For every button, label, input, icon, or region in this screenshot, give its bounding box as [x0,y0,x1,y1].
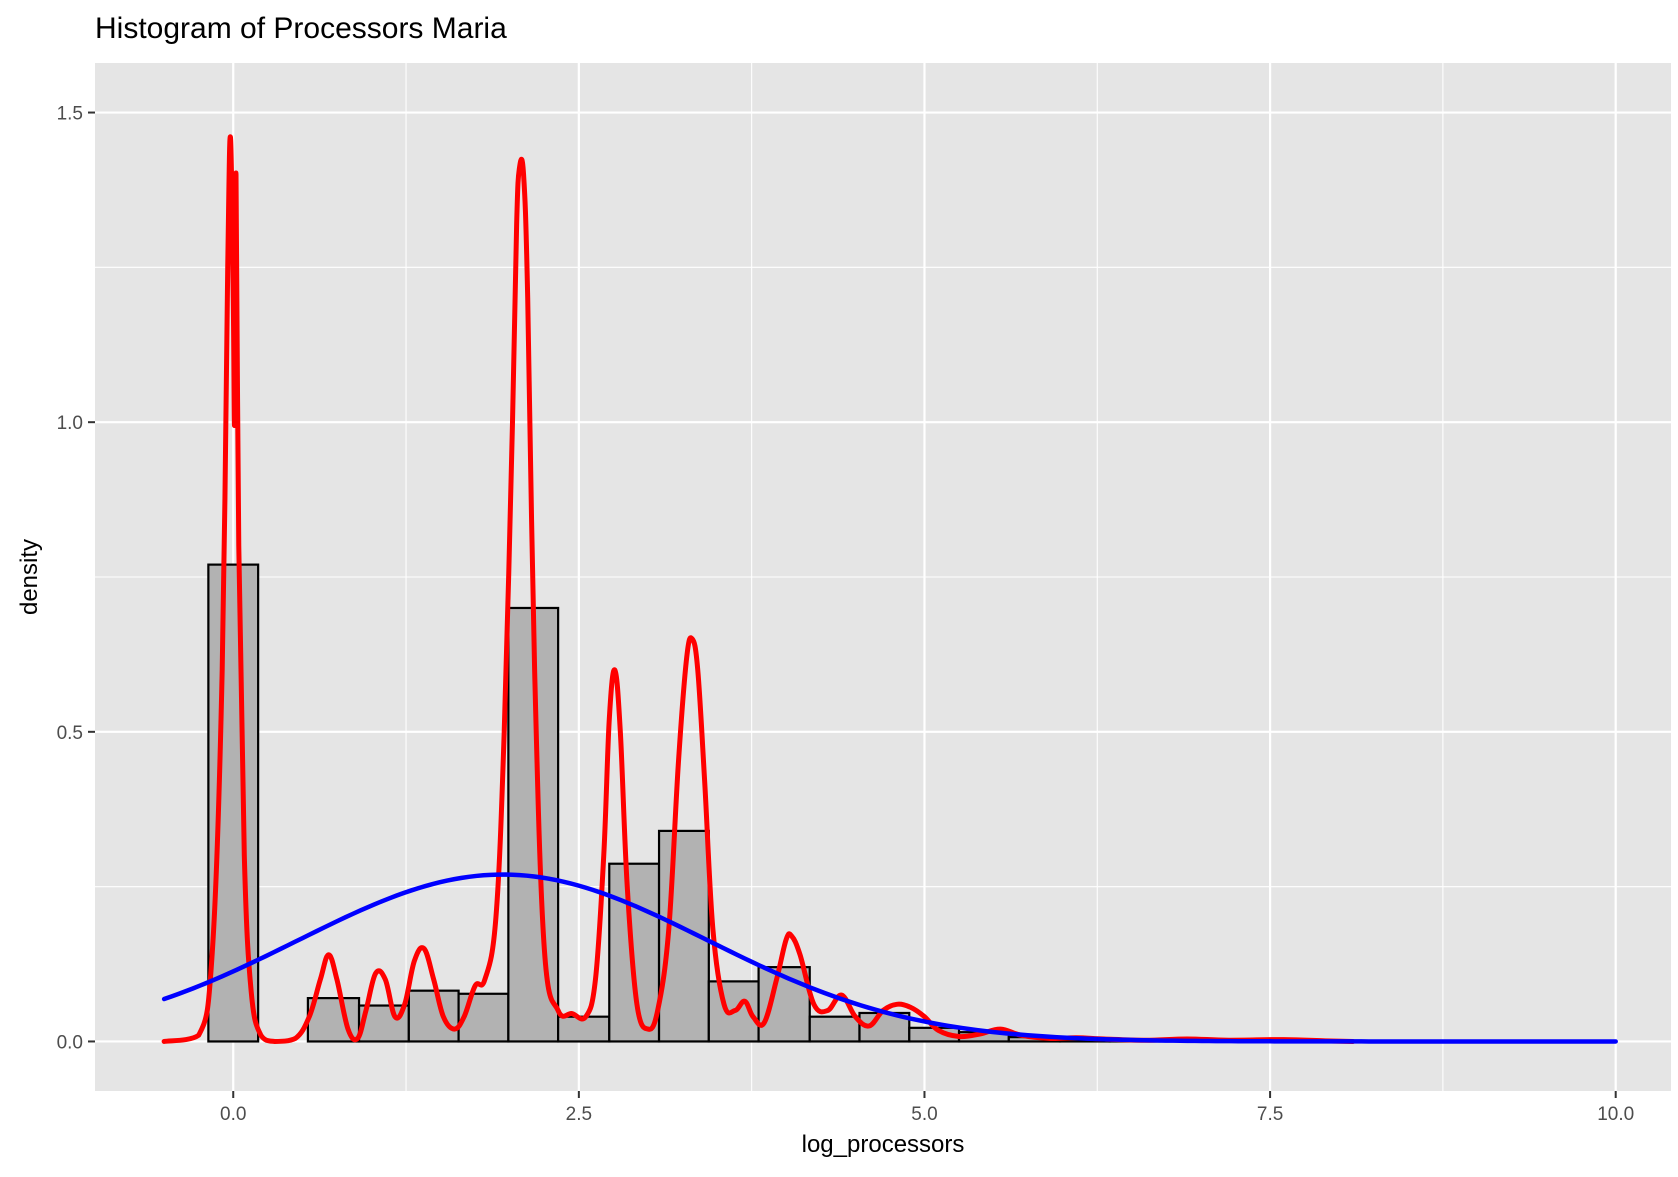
x-tick-label: 2.5 [566,1104,592,1125]
x-tick-label: 10.0 [1597,1104,1634,1125]
x-tick-label: 7.5 [1257,1104,1283,1125]
curve-lines [161,134,1618,1044]
chart-title: Histogram of Processors Maria [95,12,507,45]
y-tick-label: 1.5 [57,104,83,125]
x-tick-label: 0.0 [220,1104,246,1125]
x-tick-label: 5.0 [911,1104,937,1125]
density-curve [161,134,1356,1044]
normal-curve [161,872,1618,1044]
y-tick-label: 0.0 [57,1032,83,1053]
histogram-bar [757,966,811,1043]
histogram-bar [808,1015,861,1043]
histogram-bar [407,989,460,1043]
y-tick-label: 0.5 [57,723,83,744]
y-tick-label: 1.0 [57,413,83,434]
x-axis-title: log_processors [802,1131,965,1158]
y-axis-title: density [16,539,43,615]
axes: 0.0 2.5 5.0 7.5 10.0 0.0 0.5 1.0 1.5 [57,104,1635,1125]
